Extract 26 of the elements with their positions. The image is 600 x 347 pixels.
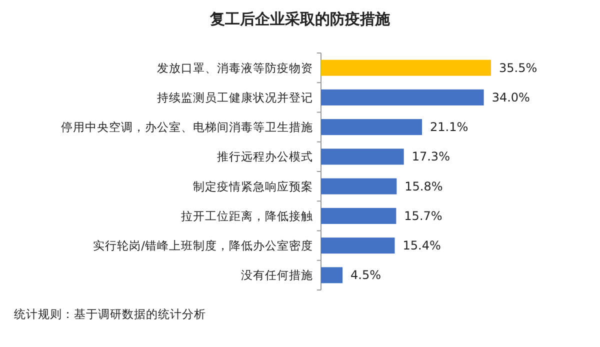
bar — [321, 119, 422, 136]
data-label: 21.1% — [430, 120, 468, 134]
bar — [321, 238, 395, 254]
bar — [321, 178, 397, 194]
y-tick-label: 没有任何措施 — [241, 268, 313, 282]
bar — [321, 208, 396, 224]
text: 统计规则：基于调研数据的统计分析 — [14, 307, 206, 321]
y-tick-label: 拉开工位距离，降低接触 — [181, 208, 313, 223]
y-tick-label: 实行轮岗/错峰上班制度，降低办公室密度 — [93, 238, 313, 253]
data-label: 15.7% — [404, 208, 442, 223]
y-tick-label: 发放口罩、消毒液等防疫物资 — [157, 60, 313, 75]
data-label: 17.3% — [412, 150, 450, 164]
chart-title: 复工后企业采取的防疫措施 — [209, 10, 391, 28]
bar — [321, 148, 404, 165]
y-tick-label: 持续监测员工健康状况并登记 — [157, 90, 313, 104]
y-tick-label: 推行远程办公模式 — [217, 150, 313, 164]
data-label: 15.8% — [404, 179, 443, 194]
bar — [321, 60, 491, 76]
y-tick-label: 制定疫情紧急响应预案 — [193, 179, 313, 194]
data-label: 15.4% — [402, 238, 441, 253]
y-tick-label: 停用中央空调，办公室、电梯间消毒等卫生措施 — [61, 120, 313, 134]
bar — [321, 267, 343, 284]
bar — [321, 89, 484, 106]
data-label: 4.5% — [350, 268, 382, 282]
data-label: 35.5% — [499, 60, 538, 75]
data-label: 34.0% — [492, 90, 530, 104]
